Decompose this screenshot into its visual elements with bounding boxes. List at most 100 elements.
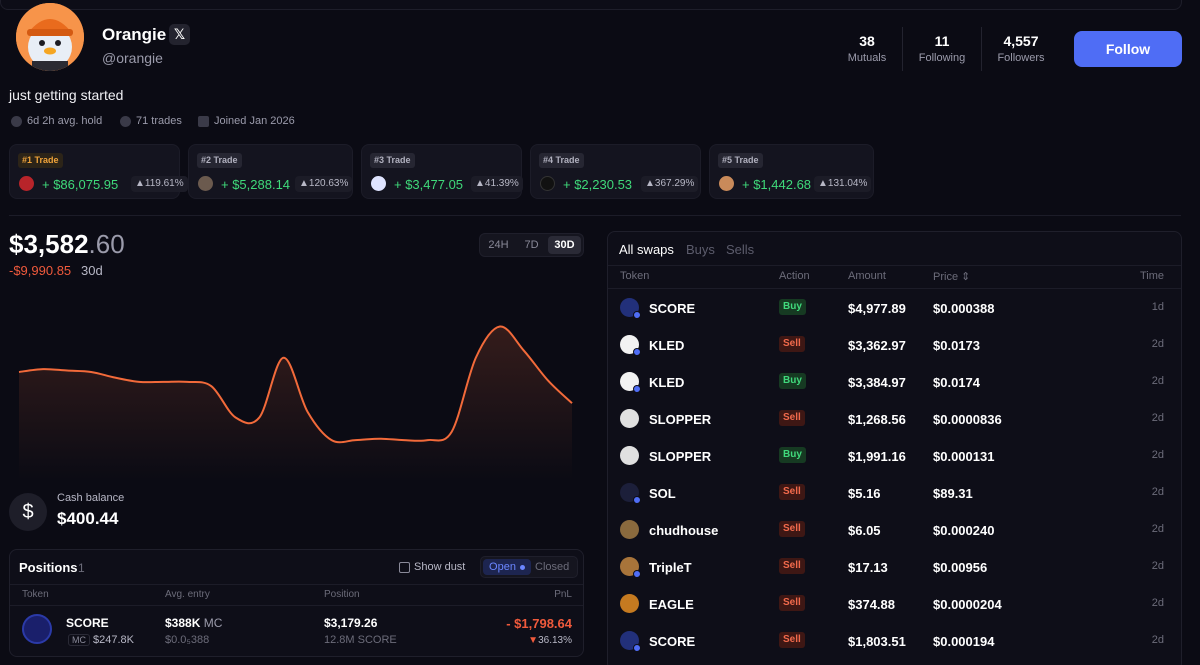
follow-button[interactable]: Follow xyxy=(1074,31,1182,67)
trade-rank-badge: #1 Trade xyxy=(18,153,63,168)
joined-date-text: Joined Jan 2026 xyxy=(214,115,295,127)
trade-rank-badge: #2 Trade xyxy=(197,153,242,168)
swap-time: 2d xyxy=(1151,523,1164,535)
open-closed-toggle: Open Closed xyxy=(480,556,578,578)
swap-row[interactable]: SCORE Sell $1,803.51 $0.000194 2d xyxy=(608,622,1181,659)
cash-balance-label: Cash balance xyxy=(57,492,125,504)
closed-tab[interactable]: Closed xyxy=(535,561,570,573)
swap-action-badge: Buy xyxy=(779,373,806,389)
profile-handle: @orangie xyxy=(102,50,163,66)
position-symbol[interactable]: SCORE xyxy=(66,616,109,630)
open-indicator-dot xyxy=(519,564,525,570)
profile-avatar[interactable] xyxy=(16,3,84,71)
token-icon xyxy=(620,409,639,428)
col-avg-entry: Avg. entry xyxy=(165,589,210,600)
swap-token[interactable]: SCORE xyxy=(649,634,696,649)
token-icon xyxy=(719,176,734,191)
divider xyxy=(10,584,583,585)
swap-price: $0.0174 xyxy=(933,375,980,390)
tab-sells[interactable]: Sells xyxy=(726,242,755,257)
swap-row[interactable]: SCORE Buy $4,977.89 $0.000388 1d xyxy=(608,289,1181,326)
swap-row[interactable]: KLED Sell $3,362.97 $0.0173 2d xyxy=(608,326,1181,363)
swap-row[interactable]: chudhouse Sell $6.05 $0.000240 2d xyxy=(608,511,1181,548)
swap-token[interactable]: KLED xyxy=(649,338,685,353)
swap-token[interactable]: KLED xyxy=(649,375,685,390)
swap-row[interactable]: SOL Sell $5.16 $89.31 2d xyxy=(608,474,1181,511)
swap-token[interactable]: SLOPPER xyxy=(649,412,712,427)
swap-row[interactable]: KLED Buy $3,384.97 $0.0174 2d xyxy=(608,363,1181,400)
top-trade-card[interactable]: #5 Trade + $1,442.68 ▲131.04% xyxy=(709,144,874,199)
position-pnl: - $1,798.64 xyxy=(506,616,572,631)
position-mc: $247.8K xyxy=(93,634,134,646)
time-range-selector: 24H 7D 30D xyxy=(479,233,584,257)
trade-rank-badge: #5 Trade xyxy=(718,153,763,168)
tab-all-swaps[interactable]: All swaps xyxy=(619,242,674,257)
swap-amount: $5.16 xyxy=(848,486,881,501)
swap-token[interactable]: chudhouse xyxy=(649,523,719,538)
col-amount: Amount xyxy=(848,270,886,282)
open-tab-label: Open xyxy=(489,561,516,573)
position-entry-value: $388K xyxy=(165,616,201,630)
stat-following-value: 11 xyxy=(934,33,950,49)
swap-token[interactable]: SOL xyxy=(649,486,676,501)
verified-icon xyxy=(633,496,641,504)
col-token: Token xyxy=(22,589,49,600)
swap-amount: $1,991.16 xyxy=(848,449,906,464)
top-bar xyxy=(0,0,1182,10)
show-dust-checkbox[interactable] xyxy=(399,562,410,573)
calendar-icon xyxy=(198,115,209,127)
swap-action-badge: Sell xyxy=(779,595,805,611)
swap-price: $0.00956 xyxy=(933,560,988,575)
swap-price: $0.0173 xyxy=(933,338,980,353)
swap-amount: $4,977.89 xyxy=(848,301,906,316)
swap-time: 2d xyxy=(1151,486,1164,498)
top-trade-card[interactable]: #2 Trade + $5,288.14 ▲120.63% xyxy=(188,144,353,199)
swap-token[interactable]: SLOPPER xyxy=(649,449,712,464)
stat-followers[interactable]: 4,557 Followers xyxy=(989,33,1053,64)
profile-bio: just getting started xyxy=(9,87,124,103)
swap-token[interactable]: SCORE xyxy=(649,301,696,316)
token-icon xyxy=(371,176,386,191)
range-7d-button[interactable]: 7D xyxy=(524,239,539,251)
stat-followers-value: 4,557 xyxy=(1003,33,1039,49)
top-trade-card[interactable]: #4 Trade + $2,230.53 ▲367.29% xyxy=(530,144,701,199)
position-amount: 12.8M SCORE xyxy=(324,634,397,646)
swap-action-badge: Sell xyxy=(779,336,805,352)
swap-token[interactable]: TripleT xyxy=(649,560,692,575)
top-trade-card[interactable]: #1 Trade + $86,075.95 ▲119.61% xyxy=(9,144,188,199)
swap-row[interactable]: EAGLE Sell $374.88 $0.0000204 2d xyxy=(608,585,1181,622)
swap-amount: $3,384.97 xyxy=(848,375,906,390)
x-icon[interactable]: 𝕏 xyxy=(169,24,190,45)
swap-amount: $1,803.51 xyxy=(848,634,906,649)
swap-action-badge: Buy xyxy=(779,299,806,315)
range-30d-button[interactable]: 30D xyxy=(548,236,581,254)
trade-pnl: + $1,442.68 xyxy=(742,177,812,192)
show-dust-label[interactable]: Show dust xyxy=(414,561,466,573)
dollar-icon: $ xyxy=(9,493,47,531)
col-position: Position xyxy=(324,589,360,600)
stat-following[interactable]: 11 Following xyxy=(910,33,974,64)
swap-row[interactable]: SLOPPER Buy $1,991.16 $0.000131 2d xyxy=(608,437,1181,474)
down-arrow-icon: ▼ xyxy=(528,635,539,646)
divider xyxy=(10,605,583,606)
trade-pnl: + $5,288.14 xyxy=(221,177,291,192)
swap-token[interactable]: EAGLE xyxy=(649,597,694,612)
verified-icon xyxy=(633,348,641,356)
position-entry-price: $0.0₅388 xyxy=(165,634,210,646)
trade-rank-badge: #3 Trade xyxy=(370,153,415,168)
positions-count: 1 xyxy=(78,561,85,575)
stat-mutuals[interactable]: 38 Mutuals xyxy=(838,33,896,64)
avg-hold: 6d 2h avg. hold xyxy=(11,115,102,127)
swap-amount: $1,268.56 xyxy=(848,412,906,427)
position-pnl-pct: ▼36.13% xyxy=(528,635,572,646)
clock-icon xyxy=(11,115,22,127)
open-tab[interactable]: Open xyxy=(483,559,531,575)
token-icon xyxy=(620,594,639,613)
tab-buys[interactable]: Buys xyxy=(686,242,715,257)
swap-row[interactable]: SLOPPER Sell $1,268.56 $0.0000836 2d xyxy=(608,400,1181,437)
top-trade-card[interactable]: #3 Trade + $3,477.05 ▲41.39% xyxy=(361,144,523,199)
range-24h-button[interactable]: 24H xyxy=(488,239,509,251)
swap-row[interactable]: TripleT Sell $17.13 $0.00956 2d xyxy=(608,548,1181,585)
position-entry: $388K MC xyxy=(165,616,222,630)
col-price-sort[interactable]: Price ⇕ xyxy=(933,271,971,283)
